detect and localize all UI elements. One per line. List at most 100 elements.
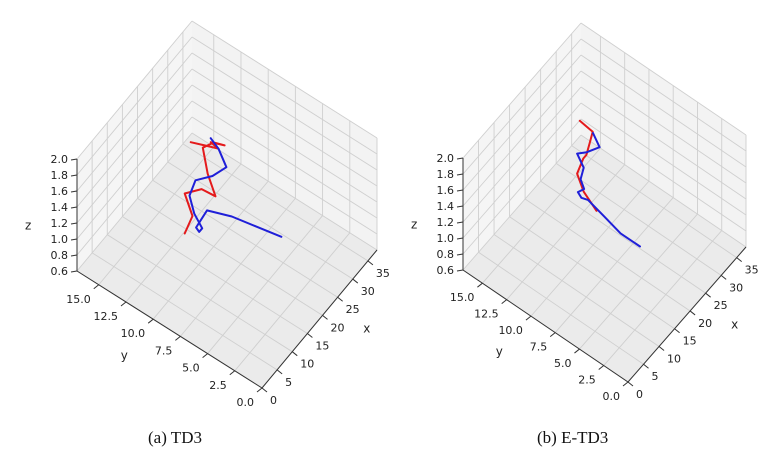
z-tick <box>456 253 464 256</box>
z-tick <box>70 158 78 161</box>
y-tick <box>549 332 556 337</box>
x-tick <box>367 260 374 266</box>
z-tick-label: 0.6 <box>51 265 69 278</box>
figure: 051015202530350.02.55.07.510.012.515.00.… <box>25 20 759 409</box>
x-tick-label: 5 <box>652 370 659 383</box>
grid-line <box>182 143 369 262</box>
x-tick-label: 20 <box>331 321 345 334</box>
z-tick-label: 1.2 <box>51 217 69 230</box>
caption-etd3: (b) E-TD3 <box>537 428 609 447</box>
grid-line <box>579 213 698 350</box>
x-tick-label: 15 <box>315 340 329 353</box>
z-tick <box>456 221 464 224</box>
x-axis-label: x <box>363 321 370 335</box>
grid-line <box>462 134 582 271</box>
x-tick <box>261 387 268 393</box>
grid-line <box>76 132 193 272</box>
y-tick <box>574 348 580 354</box>
z-tick <box>70 222 78 225</box>
x-tick <box>276 369 283 375</box>
y-tick <box>175 335 181 341</box>
x-tick <box>658 346 665 351</box>
grid-line <box>191 100 378 219</box>
axis-lines <box>456 157 747 387</box>
back-pane-y <box>77 21 192 271</box>
x-tick <box>674 328 680 334</box>
x-tick-label: 30 <box>361 285 375 298</box>
z-tick <box>456 269 464 272</box>
x-tick-label: 0 <box>636 388 643 401</box>
grid-line <box>167 161 354 280</box>
y-tick-label: 10.0 <box>498 324 523 337</box>
back-pane-x <box>192 21 377 250</box>
grid-line <box>191 68 378 187</box>
x-tick <box>689 310 696 316</box>
z-tick-label: 1.4 <box>437 200 455 213</box>
grid-line <box>482 147 601 284</box>
x-axis-label: x <box>731 317 738 331</box>
back-pane-y <box>463 23 581 270</box>
z-tick-label: 1.8 <box>437 168 455 181</box>
y-axis-line <box>462 269 629 383</box>
y-axis-line <box>76 270 263 389</box>
grid-line <box>524 198 691 312</box>
grid-line <box>76 52 193 192</box>
y-tick-label: 15.0 <box>450 291 475 304</box>
y-tick <box>256 387 263 393</box>
y-tick <box>202 353 208 358</box>
y-tick-label: 7.5 <box>530 341 548 354</box>
y-axis-label: y <box>121 348 128 362</box>
grid-line <box>603 230 723 366</box>
grid-line <box>191 116 378 235</box>
y-tick <box>622 381 629 387</box>
z-tick-label: 0.6 <box>437 264 455 277</box>
z-tick-label: 0.8 <box>437 248 455 261</box>
grid-line <box>530 180 650 317</box>
grid-line <box>555 163 722 276</box>
x-tick <box>307 333 313 338</box>
x-tick <box>337 296 343 302</box>
x-tick-label: 15 <box>683 335 697 348</box>
grid-line <box>152 180 269 320</box>
grid-line <box>580 38 747 152</box>
x-tick-label: 0 <box>270 394 277 407</box>
series-line-blue <box>576 132 641 248</box>
x-axis-line <box>627 246 747 383</box>
grid-line <box>580 86 747 200</box>
x-tick-label: 10 <box>300 358 314 371</box>
floor-pane <box>77 133 377 388</box>
x-tick <box>291 351 298 357</box>
grid-line <box>191 84 378 203</box>
grid-line <box>506 164 626 300</box>
z-axis-label: z <box>411 217 417 231</box>
y-tick-label: 5.0 <box>554 357 572 370</box>
gridlines <box>462 22 747 383</box>
y-tick <box>120 301 127 307</box>
grid-line <box>462 54 582 191</box>
grid-line <box>493 234 660 347</box>
grid-line <box>462 38 582 175</box>
y-tick-label: 10.0 <box>121 327 146 340</box>
back-pane-x <box>581 23 746 247</box>
grid-line <box>76 20 193 160</box>
z-tick <box>70 270 78 273</box>
grid-line <box>207 215 323 354</box>
grid-line <box>462 86 582 223</box>
grid-line <box>462 118 582 255</box>
z-tick-label: 0.8 <box>51 249 69 262</box>
x-tick <box>322 314 328 320</box>
series-line-blue <box>188 137 283 238</box>
grid-line <box>478 251 644 365</box>
grid-line <box>107 234 293 353</box>
grid-line <box>125 163 242 303</box>
y-tick <box>229 370 236 376</box>
x-tick-label: 5 <box>285 376 292 389</box>
grid-line <box>462 102 582 239</box>
z-tick <box>456 157 464 160</box>
grid-line <box>580 134 747 248</box>
y-tick-label: 5.0 <box>182 362 200 375</box>
x-tick <box>643 363 649 369</box>
grid-line <box>554 197 674 333</box>
